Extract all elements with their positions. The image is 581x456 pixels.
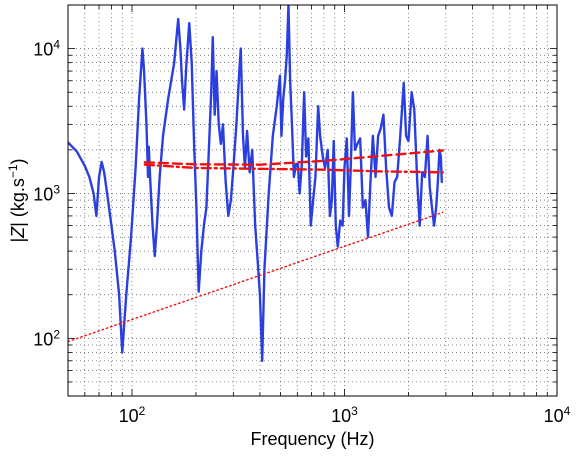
series-line-dashdot (143, 163, 444, 174)
ticks (67, 4, 558, 397)
y-label-close: ) (8, 158, 28, 164)
series-layer (68, 5, 444, 362)
series-line-dashed (143, 149, 444, 166)
y-axis-label: |Z| (kg.s−1) (6, 158, 28, 242)
y-label-exponent: −1 (6, 164, 20, 178)
x-tick-label: 104 (544, 404, 571, 426)
y-label-units: | (kg.s (8, 178, 28, 227)
series-line-solid (68, 5, 443, 362)
series-line-dotted (68, 211, 444, 343)
x-tick-label: 102 (119, 404, 146, 426)
x-tick-label: 103 (331, 404, 358, 426)
y-label-variable: Z (8, 226, 28, 239)
tick-labels: 102 103 104 102 103 104 (33, 38, 570, 426)
y-tick-label: 104 (33, 38, 60, 60)
y-label-bar-left: | (8, 238, 28, 243)
x-axis-label: Frequency (Hz) (250, 429, 374, 449)
y-tick-label: 103 (33, 182, 60, 204)
y-tick-label: 102 (33, 327, 60, 349)
